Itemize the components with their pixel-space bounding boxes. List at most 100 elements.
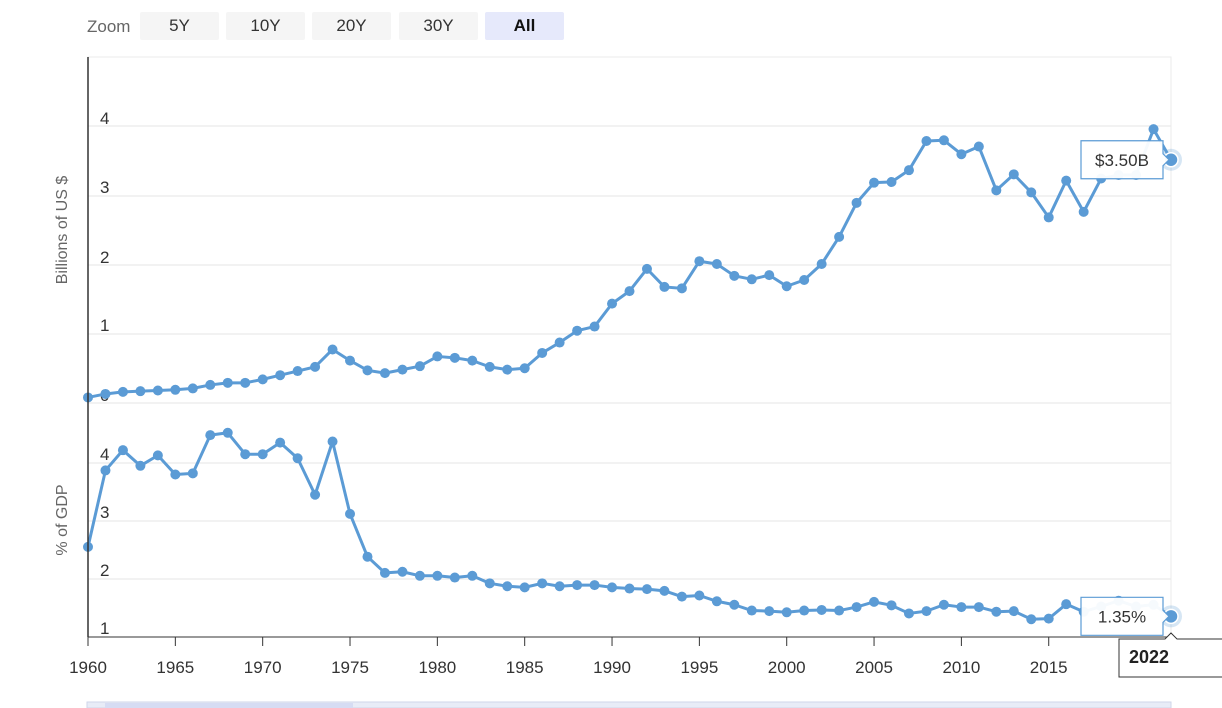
data-point <box>397 364 408 375</box>
data-point <box>624 286 635 297</box>
data-point <box>502 364 513 375</box>
data-point <box>327 436 338 447</box>
data-point <box>310 361 321 372</box>
data-point <box>187 383 198 394</box>
x-tick-label: 1970 <box>244 658 282 677</box>
data-point <box>100 388 111 399</box>
data-point <box>816 259 827 269</box>
data-point <box>135 386 146 397</box>
data-point <box>152 450 163 461</box>
y-axis-title: % of GDP <box>54 484 71 555</box>
tooltip-label: $3.50B <box>1095 151 1149 170</box>
data-point <box>1148 124 1159 135</box>
data-point <box>886 176 897 187</box>
data-point <box>537 347 548 358</box>
y-tick-label: 1 <box>100 316 109 335</box>
data-point <box>572 580 583 591</box>
data-point <box>502 581 513 592</box>
plot-frame <box>87 56 1172 638</box>
data-point <box>676 591 687 602</box>
zoom-5y-button[interactable]: 5Y <box>140 12 219 40</box>
y-tick-label: 4 <box>100 109 109 128</box>
y-axis-title: Billions of US $ <box>54 176 71 285</box>
data-point <box>1008 606 1019 617</box>
data-point <box>414 361 425 372</box>
data-point <box>729 270 740 281</box>
series-line <box>87 127 1173 399</box>
x-tick-label: 2015 <box>1030 658 1068 677</box>
data-point <box>956 602 967 613</box>
data-point <box>432 351 443 362</box>
data-point <box>362 551 373 562</box>
tooltip-box <box>1080 140 1170 180</box>
data-point <box>869 177 880 188</box>
data-point <box>572 325 583 336</box>
data-point <box>938 135 949 146</box>
zoom-all-button[interactable]: All <box>485 12 564 40</box>
data-point <box>886 600 897 611</box>
data-point <box>694 256 705 267</box>
data-point <box>117 445 128 456</box>
data-point <box>135 460 146 471</box>
data-point <box>641 263 652 274</box>
data-point <box>117 386 128 397</box>
x-tick-label: 1965 <box>156 658 194 677</box>
pane-billions: 01234Billions of US $$3.50B <box>54 109 1182 405</box>
data-point <box>170 384 181 395</box>
data-point <box>1061 599 1072 610</box>
data-point <box>659 281 670 292</box>
data-point <box>484 578 495 589</box>
x-tick-label: 1975 <box>331 658 369 677</box>
data-point <box>711 259 722 269</box>
data-point <box>973 602 984 613</box>
data-point <box>432 570 443 581</box>
data-point <box>659 585 670 596</box>
x-tick-label: 2010 <box>942 658 980 677</box>
data-point <box>187 468 198 479</box>
x-tick-label: 2000 <box>768 658 806 677</box>
x-tick-label: 2005 <box>855 658 893 677</box>
value-tooltip: 1.35% <box>1080 596 1170 636</box>
data-point <box>1008 169 1019 180</box>
data-point <box>292 366 303 377</box>
data-point <box>205 379 216 390</box>
data-point <box>537 578 548 589</box>
data-point <box>903 165 914 176</box>
data-point <box>449 352 460 363</box>
zoom-20y-button[interactable]: 20Y <box>312 12 391 40</box>
data-point <box>327 344 338 355</box>
data-point <box>397 566 408 577</box>
data-point <box>310 489 321 500</box>
x-highlight-tooltip: 2022 <box>1118 632 1222 678</box>
data-point <box>799 605 810 616</box>
data-point <box>589 580 600 591</box>
zoom-30y-button[interactable]: 30Y <box>399 12 478 40</box>
y-tick-label: 2 <box>100 561 109 580</box>
zoom-label: Zoom <box>87 17 131 36</box>
zoom-toolbar: Zoom 5Y 10Y 20Y 30Y All <box>0 0 1222 54</box>
data-point <box>1026 614 1037 625</box>
navigator-window <box>105 703 353 708</box>
x-tick-label: 1960 <box>69 658 107 677</box>
data-point <box>781 281 792 292</box>
data-point <box>973 141 984 152</box>
data-point <box>345 508 356 519</box>
data-point <box>903 608 914 619</box>
data-point <box>414 570 425 581</box>
data-point <box>467 355 478 366</box>
x-tick-label: 1995 <box>680 658 718 677</box>
data-point <box>554 337 565 348</box>
data-point <box>956 149 967 160</box>
zoom-10y-button[interactable]: 10Y <box>226 12 305 40</box>
data-point <box>467 570 478 581</box>
data-point <box>589 321 600 332</box>
navigator-track <box>86 701 1172 708</box>
x-tick-label: 1980 <box>418 658 456 677</box>
data-point <box>222 427 233 438</box>
data-point <box>1026 187 1037 198</box>
data-point <box>851 602 862 613</box>
data-point <box>275 437 286 448</box>
data-point <box>519 582 530 593</box>
data-point <box>152 385 163 396</box>
